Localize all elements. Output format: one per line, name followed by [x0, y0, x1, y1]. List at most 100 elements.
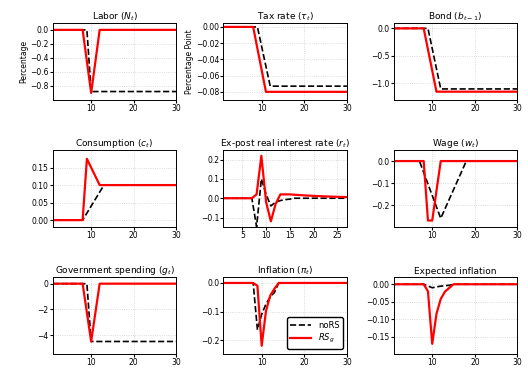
$RS_g$ [463, 90, 469, 94]
$RS_g$ [118, 183, 124, 187]
noRS [293, 84, 299, 88]
$RS_g$ [118, 27, 124, 32]
noRS [297, 281, 303, 285]
Y-axis label: Percentage: Percentage [20, 40, 29, 83]
noRS [502, 159, 508, 163]
noRS [135, 183, 141, 187]
noRS [450, 187, 457, 192]
noRS [314, 84, 320, 88]
$RS_g$ [309, 90, 316, 94]
$RS_g$ [173, 282, 180, 286]
noRS [156, 89, 163, 94]
noRS [67, 27, 73, 32]
$RS_g$ [144, 183, 150, 187]
$RS_g$ [71, 27, 77, 32]
$RS_g$ [263, 90, 269, 94]
$RS_g$ [340, 281, 346, 285]
noRS [276, 281, 282, 285]
$RS_g$ [152, 183, 158, 187]
$RS_g$ [75, 27, 81, 32]
$RS_g$ [420, 282, 427, 287]
$RS_g$ [62, 27, 69, 32]
noRS [429, 285, 436, 290]
$RS_g$ [455, 159, 461, 163]
$RS_g$ [305, 90, 312, 94]
noRS [67, 282, 73, 286]
$RS_g$ [472, 282, 478, 287]
$RS_g$ [169, 282, 175, 286]
noRS [306, 196, 312, 200]
$RS_g$ [476, 159, 482, 163]
noRS [244, 196, 250, 200]
noRS [438, 284, 444, 288]
Title: Expected inflation: Expected inflation [414, 267, 497, 277]
noRS [267, 84, 274, 88]
$RS_g$ [135, 282, 141, 286]
$RS_g$ [148, 282, 154, 286]
$RS_g$ [391, 159, 397, 163]
noRS [220, 25, 227, 29]
$RS_g$ [420, 26, 427, 30]
noRS [54, 27, 60, 32]
noRS [463, 159, 469, 163]
$RS_g$ [288, 90, 295, 94]
$RS_g$ [122, 183, 128, 187]
noRS [156, 183, 163, 187]
noRS [455, 178, 461, 182]
$RS_g$ [442, 289, 448, 294]
noRS [463, 282, 469, 287]
noRS [288, 84, 295, 88]
$RS_g$ [241, 281, 248, 285]
$RS_g$ [62, 282, 69, 286]
noRS [403, 159, 410, 163]
noRS [254, 328, 261, 332]
noRS [241, 281, 248, 285]
noRS [403, 282, 410, 287]
noRS [301, 196, 307, 200]
noRS [344, 84, 350, 88]
$RS_g$ [323, 90, 329, 94]
$RS_g$ [54, 27, 60, 32]
$RS_g$ [253, 192, 260, 197]
noRS [237, 25, 243, 29]
noRS [305, 84, 312, 88]
$RS_g$ [101, 183, 107, 187]
$RS_g$ [329, 194, 336, 199]
noRS [391, 26, 397, 30]
$RS_g$ [75, 282, 81, 286]
$RS_g$ [497, 90, 504, 94]
$RS_g$ [485, 90, 491, 94]
$RS_g$ [130, 183, 137, 187]
$RS_g$ [459, 90, 465, 94]
$RS_g$ [403, 26, 410, 30]
noRS [476, 86, 482, 91]
noRS [148, 89, 154, 94]
$RS_g$ [282, 192, 288, 197]
noRS [296, 196, 303, 200]
$RS_g$ [67, 27, 73, 32]
$RS_g$ [480, 159, 486, 163]
Line: noRS: noRS [53, 185, 176, 220]
noRS [67, 218, 73, 223]
Title: Labor ($N_t$): Labor ($N_t$) [91, 10, 138, 23]
$RS_g$ [122, 282, 128, 286]
Line: $RS_g$: $RS_g$ [53, 159, 176, 220]
$RS_g$ [395, 26, 401, 30]
noRS [272, 200, 279, 204]
noRS [399, 26, 406, 30]
noRS [335, 281, 342, 285]
$RS_g$ [433, 90, 440, 94]
$RS_g$ [450, 90, 457, 94]
$RS_g$ [293, 90, 299, 94]
Line: noRS: noRS [53, 30, 176, 91]
$RS_g$ [84, 59, 90, 64]
noRS [353, 196, 360, 200]
$RS_g$ [237, 25, 243, 29]
$RS_g$ [234, 196, 241, 200]
$RS_g$ [276, 90, 282, 94]
$RS_g$ [126, 183, 133, 187]
$RS_g$ [455, 90, 461, 94]
$RS_g$ [395, 159, 401, 163]
noRS [412, 282, 418, 287]
noRS [165, 89, 171, 94]
